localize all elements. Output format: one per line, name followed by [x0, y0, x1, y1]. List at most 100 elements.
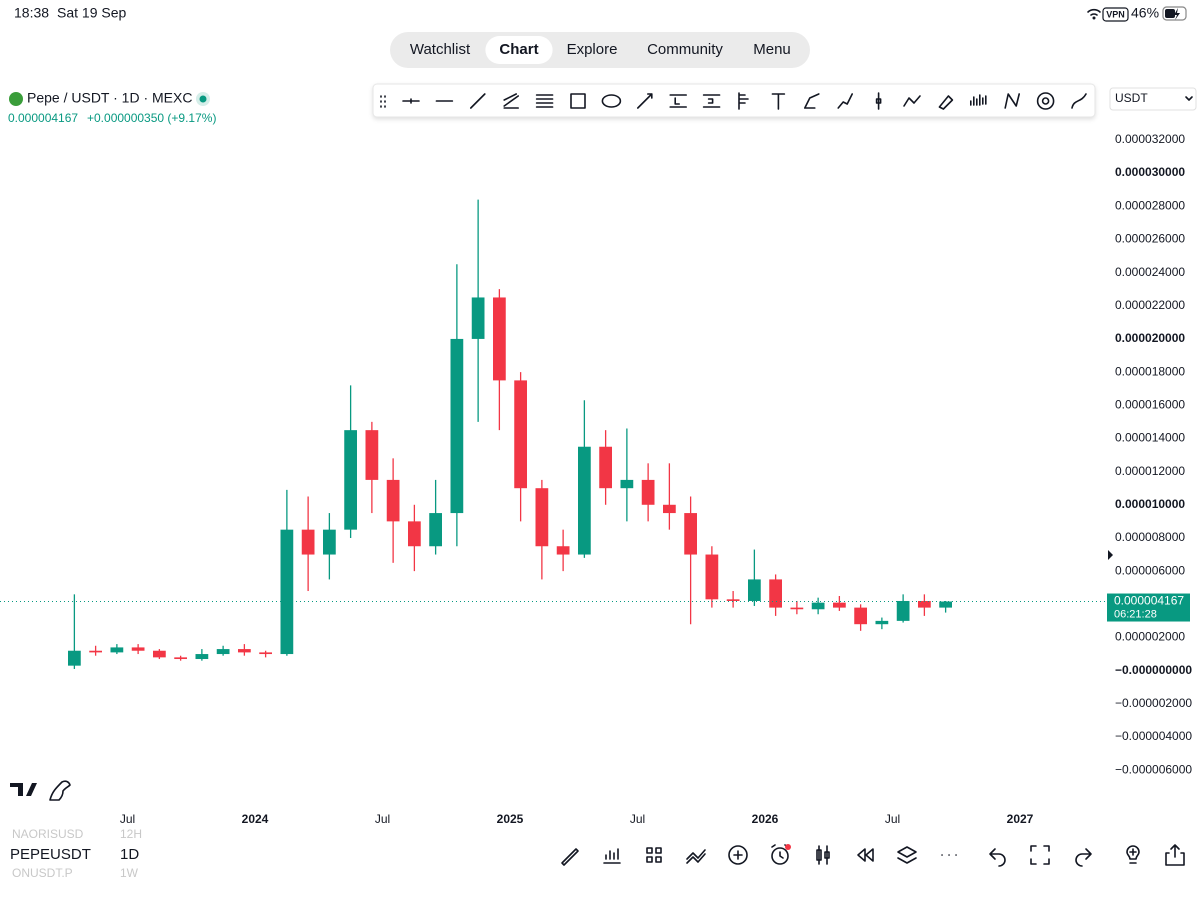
nav-tab[interactable]: Menu	[753, 41, 791, 58]
drawing-tool[interactable]	[535, 94, 554, 108]
candle-body	[918, 600, 931, 608]
drawing-tool[interactable]	[903, 95, 921, 107]
drawing-tool[interactable]	[669, 94, 688, 108]
currency-label[interactable]: USDT	[1115, 91, 1148, 105]
symbol-list-interval[interactable]: 1W	[120, 866, 139, 880]
drawing-tool[interactable]	[875, 92, 882, 110]
symbol-name[interactable]: Pepe / USDT · 1D · MEXC	[27, 90, 192, 106]
candle-body	[769, 579, 782, 608]
nav-tab[interactable]: Community	[647, 41, 723, 58]
drawing-tool[interactable]	[636, 93, 653, 109]
candle-body	[896, 600, 910, 621]
x-tick-label: 2026	[752, 812, 779, 826]
drawing-tool[interactable]	[702, 94, 721, 108]
symbol-list-interval[interactable]: 12H	[120, 827, 142, 841]
candle-body	[323, 529, 336, 555]
axis-marker	[1108, 550, 1113, 560]
bottom-tool[interactable]	[686, 849, 706, 864]
drawing-tool[interactable]	[938, 95, 954, 110]
x-tick-label: Jul	[885, 812, 900, 826]
bottom-tool[interactable]	[728, 845, 748, 865]
candle-body	[790, 607, 804, 610]
candle-body	[89, 650, 102, 653]
bottom-tool[interactable]	[603, 848, 621, 864]
nav-tab[interactable]: Chart	[499, 41, 538, 58]
candle-body	[854, 607, 867, 625]
candle-body	[259, 652, 272, 655]
candle-body	[153, 650, 166, 658]
bottom-tool[interactable]	[897, 846, 917, 864]
nav-tab[interactable]: Watchlist	[410, 41, 471, 58]
x-tick-label: Jul	[120, 812, 135, 826]
bottom-tool[interactable]	[1030, 845, 1050, 865]
candle-body	[641, 479, 655, 505]
candle-body	[68, 650, 81, 666]
drawing-tool[interactable]	[803, 93, 820, 109]
candle-body	[216, 649, 230, 655]
candle-body	[748, 579, 761, 601]
symbol-list-item[interactable]: PEPEUSDT	[10, 846, 91, 863]
bottom-tool[interactable]	[771, 844, 789, 865]
candle-body	[110, 647, 124, 653]
symbol-list-item[interactable]: ONUSDT.P	[12, 866, 73, 880]
bottom-tool[interactable]	[561, 848, 579, 866]
candle-body	[620, 479, 634, 489]
candle-body	[535, 488, 549, 547]
y-tick-label: 0.000022000	[1115, 298, 1185, 312]
candle-body	[663, 504, 676, 514]
bottom-tool[interactable]	[857, 848, 874, 862]
bottom-tool[interactable]	[989, 848, 1006, 867]
y-tick-label: −0.000004000	[1115, 729, 1192, 743]
drawing-toolbar	[372, 83, 1096, 118]
vpn-badge	[1102, 7, 1129, 22]
symbol-price: 0.000004167	[8, 111, 78, 125]
candle-body	[833, 602, 846, 608]
x-tick-label: Jul	[375, 812, 390, 826]
y-tick-label: 0.000002000	[1115, 630, 1185, 644]
bottom-tool[interactable]	[1165, 844, 1185, 866]
symbol-list-interval[interactable]: 1D	[120, 846, 139, 863]
bottom-tool[interactable]	[1126, 845, 1140, 864]
candle-body	[238, 649, 251, 653]
y-tick-label: 0.000028000	[1115, 198, 1185, 212]
symbol-change: +0.000000350 (+9.17%)	[87, 111, 216, 125]
candle-body	[599, 446, 612, 489]
drawing-tool[interactable]	[1036, 92, 1055, 110]
candle-body	[450, 338, 464, 514]
y-tick-label: 0.000006000	[1115, 563, 1185, 577]
battery-icon	[1162, 6, 1187, 21]
symbol-list-item[interactable]: NAORISUSD	[12, 827, 84, 841]
drawing-tool[interactable]	[1004, 93, 1021, 109]
drawing-tool[interactable]	[503, 93, 520, 109]
last-price-label: 0.000004167	[1114, 594, 1184, 608]
drawing-tool[interactable]	[771, 93, 786, 110]
drawing-tool[interactable]	[601, 94, 622, 108]
x-tick-label: 2027	[1007, 812, 1034, 826]
bottom-toolbar	[561, 844, 1185, 867]
toolbar-handle	[380, 95, 386, 108]
drawing-tool[interactable]	[969, 94, 987, 106]
candle-body	[408, 521, 421, 547]
candle-body	[131, 647, 145, 651]
drawing-tool[interactable]	[837, 93, 854, 109]
drawing-tool[interactable]	[570, 93, 586, 109]
currency-select[interactable]	[1109, 87, 1197, 111]
candle-body	[578, 446, 591, 555]
drawing-tool[interactable]	[1071, 93, 1087, 109]
drawing-tool[interactable]	[738, 92, 749, 110]
bottom-tool[interactable]	[816, 845, 830, 865]
market-status-dot	[199, 95, 207, 103]
candle-body	[301, 529, 315, 555]
y-tick-label: 0.000012000	[1115, 464, 1185, 478]
drawing-tool[interactable]	[402, 98, 420, 104]
dino-icon[interactable]	[49, 780, 71, 801]
tv-logo	[10, 783, 37, 796]
status-date: Sat 19 Sep	[57, 5, 126, 21]
nav-active-pill	[485, 36, 553, 64]
drawing-tool[interactable]	[469, 93, 486, 109]
bottom-tool[interactable]	[646, 847, 662, 863]
nav-tab[interactable]: Explore	[567, 41, 618, 58]
bottom-tool[interactable]	[1075, 848, 1092, 867]
